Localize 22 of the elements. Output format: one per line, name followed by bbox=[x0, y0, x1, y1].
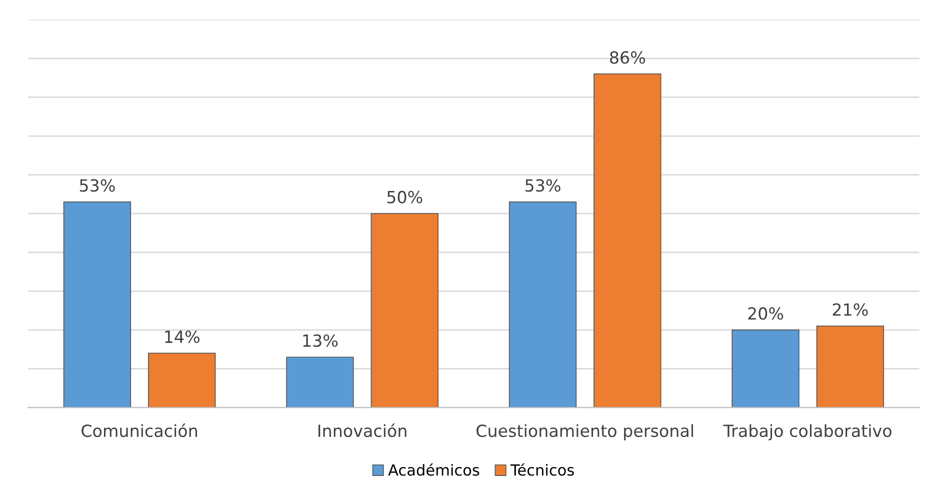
bar bbox=[286, 356, 354, 408]
legend-label: Técnicos bbox=[510, 463, 574, 476]
legend-label: Académicos bbox=[388, 463, 480, 476]
data-label: 50% bbox=[387, 190, 422, 204]
x-tick-label: Innovación bbox=[318, 424, 406, 438]
bar bbox=[63, 202, 132, 408]
bar bbox=[816, 326, 884, 408]
bar bbox=[732, 330, 800, 408]
x-tick-label: Cuestionamiento personal bbox=[476, 424, 693, 440]
data-label: 21% bbox=[832, 303, 868, 316]
data-label: 20% bbox=[748, 307, 784, 320]
data-label: 14% bbox=[165, 330, 200, 344]
data-label: 13% bbox=[303, 334, 338, 347]
data-label: 86% bbox=[610, 51, 646, 64]
data-label: 53% bbox=[80, 179, 115, 192]
bar bbox=[148, 352, 216, 408]
x-tick-label: Trabajo colaborativo bbox=[723, 424, 892, 440]
bar bbox=[370, 213, 438, 408]
bar bbox=[594, 74, 662, 408]
x-tick-label: Comunicación bbox=[82, 424, 197, 438]
data-label: 53% bbox=[526, 179, 560, 192]
bar bbox=[508, 202, 577, 408]
